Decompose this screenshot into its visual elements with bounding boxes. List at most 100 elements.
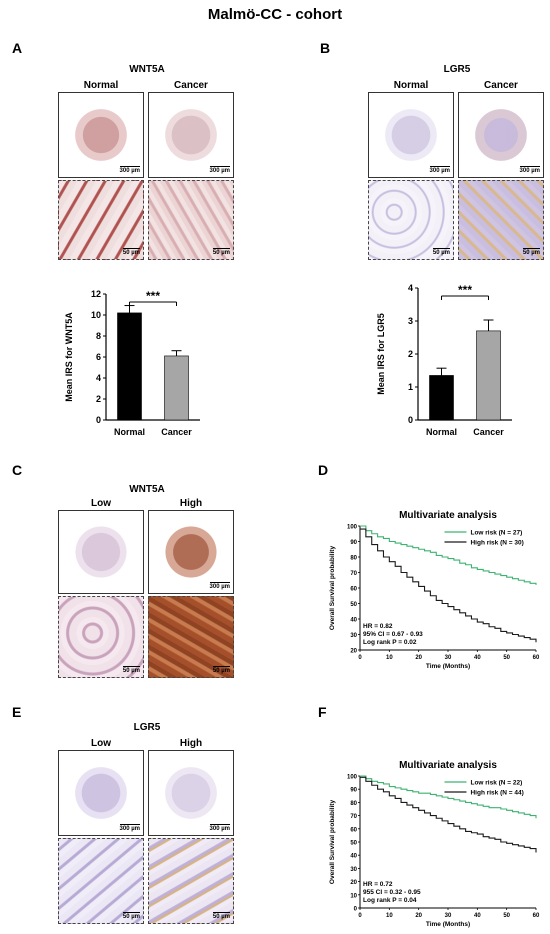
y-tick-label: 0	[408, 415, 413, 425]
micrograph-c-low-zoom: 50 µm	[58, 596, 144, 678]
y-tick-label: 4	[96, 373, 101, 383]
scale-label: 300 µm	[209, 826, 230, 832]
y-tick-label: 10	[91, 310, 101, 320]
y-tick-label: 60	[350, 827, 357, 833]
y-tick-label: 40	[350, 618, 357, 624]
y-tick-label: 8	[96, 331, 101, 341]
y-tick-label: 12	[91, 289, 101, 299]
y-tick-label: 70	[350, 814, 357, 820]
scale-label: 300 µm	[209, 168, 230, 174]
x-tick-label: 10	[386, 913, 393, 919]
x-tick-label: 20	[415, 913, 422, 919]
x-tick-label: 30	[445, 655, 452, 661]
y-tick-label: 90	[350, 540, 357, 546]
y-tick-label: 60	[350, 587, 357, 593]
panel-c-col1: Low	[91, 498, 111, 509]
x-tick-label: Normal	[114, 427, 145, 437]
y-tick-label: 100	[347, 775, 358, 781]
micrograph-c-high-core: 300 µm	[148, 510, 234, 594]
y-tick-label: 30	[350, 633, 357, 639]
panel-b-col2: Cancer	[484, 80, 518, 91]
scale-label: 300 µm	[209, 584, 230, 590]
bar	[117, 312, 142, 421]
panel-label-a: A	[12, 40, 23, 56]
panel-label-f: F	[318, 704, 327, 720]
panel-label-d: D	[318, 462, 329, 478]
scale-label: 50 µm	[212, 668, 230, 674]
stats-annotation: 95% CI = 0.67 - 0.93	[363, 631, 423, 638]
y-tick-label: 20	[350, 880, 357, 886]
y-tick-label: 4	[408, 283, 413, 293]
km-curve-lgr5: Multivariate analysis 0 10 20 30 40 50 60 70 80 90…	[329, 760, 540, 928]
y-tick-label: 30	[350, 867, 357, 873]
panel-c-title: WNT5A	[129, 484, 165, 495]
x-tick-label: 60	[533, 655, 540, 661]
km-curve-wnt5a: Multivariate analysis2030405060708090100…	[329, 510, 540, 670]
micrograph-e-high-zoom: 50 µm	[148, 838, 234, 924]
stats-annotation: HR = 0.72	[363, 881, 393, 888]
x-tick-label: 10	[386, 655, 393, 661]
panel-label-c: C	[12, 462, 23, 478]
panel-e-col1: Low	[91, 738, 111, 749]
panel-a-col2: Cancer	[174, 80, 208, 91]
y-tick-label: 90	[350, 788, 357, 794]
bar	[164, 355, 189, 421]
bar	[429, 375, 454, 421]
scale-label: 300 µm	[519, 168, 540, 174]
x-tick-label: 40	[474, 655, 481, 661]
scale-label: 50 µm	[212, 914, 230, 920]
panel-label-b: B	[320, 40, 331, 56]
panel-a-col1: Normal	[83, 80, 119, 91]
micrograph-a-normal-zoom: 50 µm	[58, 180, 144, 260]
y-tick-label: 0	[96, 415, 101, 425]
x-tick-label: 0	[358, 913, 362, 919]
y-tick-label: 50	[350, 602, 357, 608]
x-tick-label: Normal	[426, 427, 457, 437]
micrograph-c-high-zoom: 50 µm	[148, 596, 234, 678]
x-tick-label: 40	[474, 913, 481, 919]
legend-label: Low risk (N = 27)	[470, 530, 522, 537]
y-tick-label: 1	[408, 382, 413, 392]
scale-label: 50 µm	[522, 250, 540, 256]
x-tick-label: 0	[358, 655, 362, 661]
x-tick-label: 20	[415, 655, 422, 661]
scale-label: 50 µm	[212, 250, 230, 256]
y-tick-label: 0	[354, 907, 358, 913]
significance-stars: ***	[146, 289, 160, 303]
survival-curve	[360, 775, 537, 819]
legend-label: Low risk (N = 22)	[470, 780, 522, 787]
y-tick-label: 20	[350, 649, 357, 655]
x-tick-label: 50	[503, 913, 510, 919]
micrograph-c-low-core	[58, 510, 144, 594]
figure-title: Malmö-CC - cohort	[207, 6, 343, 23]
scale-label: 50 µm	[122, 250, 140, 256]
y-tick-label: 100	[347, 525, 358, 531]
y-tick-label: 2	[408, 349, 413, 359]
y-tick-label: 50	[350, 841, 357, 847]
x-tick-label: 60	[533, 913, 540, 919]
scale-label: 300 µm	[119, 826, 140, 832]
panel-b-title: LGR5	[443, 64, 471, 75]
y-tick-label: 10	[350, 893, 357, 899]
micrograph-b-cancer-zoom: 50 µm	[458, 180, 544, 260]
micrograph-a-normal-core: 300 µm	[58, 92, 144, 178]
y-axis-label: Overall Survival probability	[329, 800, 336, 885]
micrograph-e-low-core: 300 µm	[58, 750, 144, 836]
y-tick-label: 70	[350, 571, 357, 577]
x-tick-label: Cancer	[473, 427, 504, 437]
panel-c-col2: High	[179, 498, 203, 509]
x-tick-label: 50	[503, 655, 510, 661]
y-tick-label: 80	[350, 801, 357, 807]
scale-label: 50 µm	[122, 668, 140, 674]
y-tick-label: 40	[350, 854, 357, 860]
survival-curve	[360, 528, 537, 643]
scale-label: 50 µm	[122, 914, 140, 920]
x-tick-label: 30	[445, 913, 452, 919]
micrograph-b-normal-zoom: 50 µm	[368, 180, 454, 260]
micrograph-a-cancer-zoom: 50 µm	[148, 180, 234, 260]
stats-annotation: Log rank P = 0.02	[363, 639, 417, 646]
scale-label: 300 µm	[429, 168, 450, 174]
micrograph-b-normal-core: 300 µm	[368, 92, 454, 178]
scale-label: 50 µm	[432, 250, 450, 256]
panel-label-e: E	[12, 704, 22, 720]
